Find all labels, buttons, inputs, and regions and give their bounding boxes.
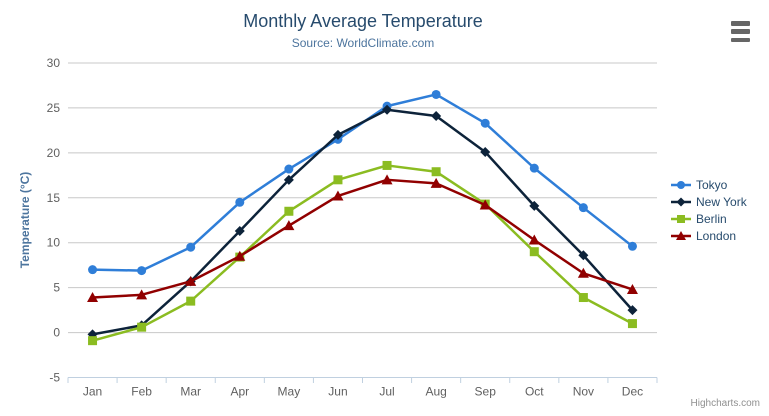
legend-marker-triangle-icon	[671, 230, 691, 240]
data-point[interactable]	[234, 250, 246, 261]
legend-marker-square-icon	[671, 214, 691, 223]
data-point[interactable]	[577, 267, 589, 278]
hamburger-icon	[731, 37, 750, 42]
legend-item-london[interactable]: London	[671, 228, 747, 243]
data-point[interactable]	[578, 250, 589, 261]
data-point[interactable]	[382, 104, 393, 115]
series-line-tokyo[interactable]	[91, 93, 634, 272]
legend-item-berlin[interactable]: Berlin	[671, 211, 747, 226]
data-point[interactable]	[578, 203, 588, 213]
data-point[interactable]	[479, 199, 491, 210]
legend-label: New York	[696, 194, 747, 209]
legend-label: Tokyo	[696, 177, 728, 192]
chart-title: Monthly Average Temperature	[243, 11, 483, 31]
data-point[interactable]	[235, 197, 245, 207]
legend-label: London	[696, 228, 737, 243]
legend-item-new-york[interactable]: New York	[671, 194, 747, 209]
x-axis-label: Aug	[425, 385, 446, 399]
data-point[interactable]	[137, 266, 147, 276]
data-point[interactable]	[528, 234, 540, 245]
data-point[interactable]	[677, 180, 685, 189]
data-point[interactable]	[529, 163, 539, 173]
export-menu-button[interactable]	[731, 21, 750, 42]
data-point[interactable]	[627, 305, 638, 316]
x-axis-label: Apr	[230, 385, 249, 399]
data-point[interactable]	[88, 265, 98, 275]
data-point[interactable]	[578, 293, 588, 303]
highcharts-credit-link[interactable]: Highcharts.com	[690, 398, 760, 409]
data-point[interactable]	[186, 296, 196, 306]
hamburger-icon	[731, 29, 750, 34]
data-point[interactable]	[676, 230, 686, 240]
y-axis-label: 25	[47, 101, 61, 115]
data-point[interactable]	[676, 197, 686, 206]
legend-marker-diamond-icon	[671, 197, 691, 206]
data-point[interactable]	[627, 241, 637, 251]
chart-subtitle: Source: WorldClimate.com	[291, 36, 435, 50]
y-axis-label: 10	[47, 236, 61, 250]
data-point[interactable]	[381, 174, 393, 185]
data-point[interactable]	[186, 242, 196, 252]
data-point[interactable]	[284, 206, 294, 216]
data-point[interactable]	[431, 167, 441, 177]
y-axis-label: -5	[49, 371, 60, 385]
legend-label: Berlin	[696, 211, 727, 226]
data-point[interactable]	[627, 319, 637, 329]
legend-marker-circle-icon	[671, 180, 691, 189]
data-point[interactable]	[283, 220, 295, 231]
y-axis-title: Temperature (°C)	[18, 171, 32, 269]
x-axis-label: Sep	[475, 385, 497, 399]
x-axis-label: Jul	[379, 385, 394, 399]
data-point[interactable]	[332, 190, 344, 201]
x-axis-label: Dec	[622, 385, 643, 399]
x-axis-label: Oct	[525, 385, 544, 399]
series-line-new-york[interactable]	[91, 108, 634, 336]
data-point[interactable]	[333, 175, 343, 185]
y-axis-label: 5	[53, 281, 60, 295]
y-axis-label: 0	[53, 326, 60, 340]
data-point[interactable]	[136, 289, 148, 300]
data-point[interactable]	[430, 177, 442, 188]
x-axis-label: Jan	[83, 385, 102, 399]
data-point[interactable]	[677, 214, 685, 223]
data-point[interactable]	[88, 336, 98, 346]
data-point[interactable]	[431, 89, 441, 99]
data-point[interactable]	[185, 275, 197, 286]
data-point[interactable]	[332, 129, 343, 140]
x-axis-label: Nov	[573, 385, 594, 399]
data-point[interactable]	[626, 283, 638, 294]
data-point[interactable]	[87, 292, 99, 303]
x-axis-label: Jun	[328, 385, 347, 399]
legend: Tokyo New York Berlin London	[671, 177, 747, 243]
data-point[interactable]	[284, 164, 294, 174]
data-point[interactable]	[480, 118, 490, 128]
series-line-berlin[interactable]	[91, 164, 634, 342]
y-axis-label: 20	[47, 146, 61, 160]
data-point[interactable]	[234, 226, 245, 237]
x-axis-label: Feb	[131, 385, 152, 399]
data-point[interactable]	[431, 111, 442, 122]
data-point[interactable]	[529, 247, 539, 257]
x-axis-label: Mar	[180, 385, 201, 399]
data-point[interactable]	[137, 322, 147, 332]
series-line-london[interactable]	[91, 178, 634, 299]
data-point[interactable]	[382, 160, 392, 170]
data-point[interactable]	[529, 200, 540, 211]
y-axis-label: 15	[47, 191, 61, 205]
y-axis-label: 30	[47, 56, 61, 70]
data-point[interactable]	[283, 174, 294, 185]
x-axis-label: May	[278, 385, 301, 399]
hamburger-icon	[731, 21, 750, 26]
legend-item-tokyo[interactable]: Tokyo	[671, 177, 747, 192]
data-point[interactable]	[480, 146, 491, 157]
